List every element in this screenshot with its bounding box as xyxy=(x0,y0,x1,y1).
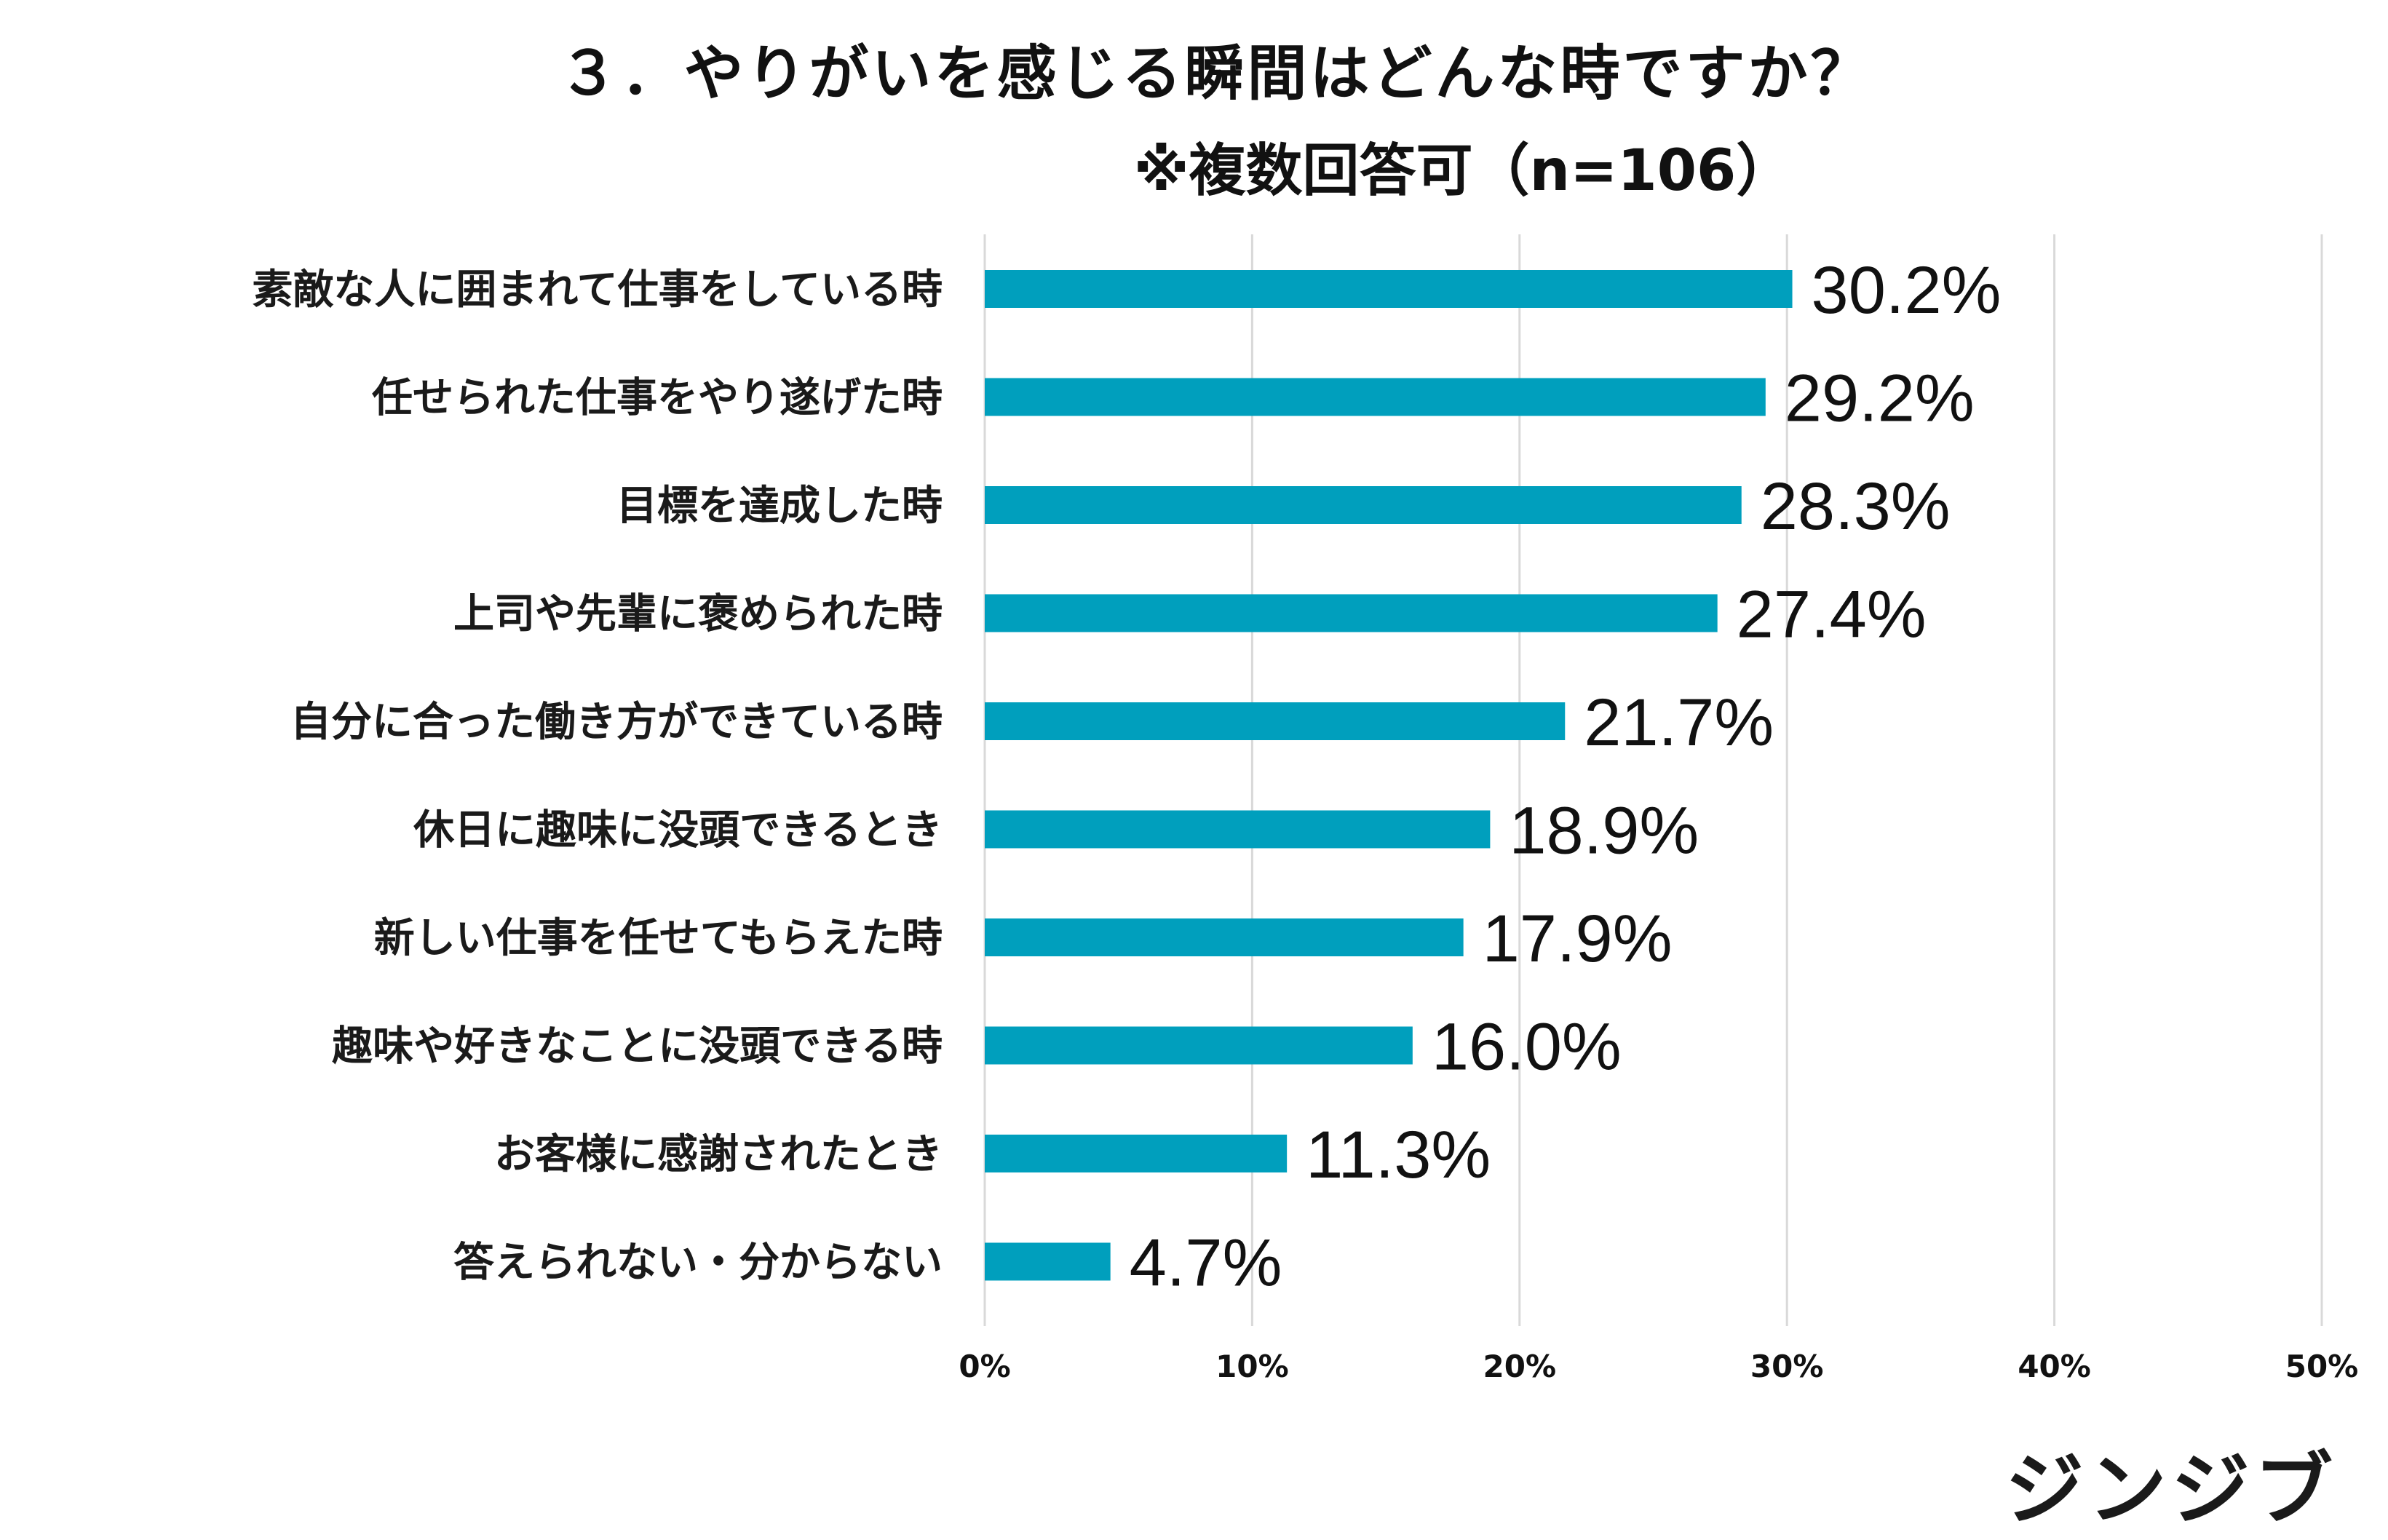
category-label: 趣味や好きなことに没頭できる時 xyxy=(332,1023,943,1071)
bar xyxy=(985,594,1718,632)
chart-subtitle: ※複数回答可（n=106） xyxy=(1133,138,1793,204)
gridlines xyxy=(983,234,2323,1326)
data-label: 29.2% xyxy=(1785,362,1975,436)
x-tick-label: 10% xyxy=(1215,1349,1289,1384)
category-label: お客様に感謝されたとき xyxy=(494,1131,943,1178)
category-label: 目標を達成した時 xyxy=(616,483,943,530)
data-label: 11.3% xyxy=(1306,1118,1491,1192)
x-tick-label: 0% xyxy=(959,1349,1010,1384)
bar xyxy=(985,810,1491,849)
brand-logo: ジンジブ xyxy=(2004,1445,2337,1536)
data-label: 27.4% xyxy=(1737,578,1927,652)
x-tick-label: 20% xyxy=(1483,1349,1557,1384)
data-label: 16.0% xyxy=(1432,1010,1622,1084)
category-label: 休日に趣味に没頭できるとき xyxy=(413,807,943,854)
category-labels: 素敵な人に囲まれて仕事をしている時任せられた仕事をやり遂げた時目標を達成した時上… xyxy=(252,266,943,1287)
value-labels: 30.2% 29.2% 28.3% 27.4% 21.7% 18.9% 17.9% 16.0%… xyxy=(1130,253,2002,1301)
bar xyxy=(985,1242,1111,1281)
x-axis-tick-labels: 0% 10% 20% 30% 40% 50% xyxy=(959,1349,2358,1384)
bar xyxy=(985,270,1793,308)
data-label: 28.3% xyxy=(1761,469,1951,544)
category-label: 自分に合った働き方ができている時 xyxy=(290,699,943,746)
data-label: 21.7% xyxy=(1584,686,1774,760)
chart-title: ３．やりがいを感じる瞬間はどんな時ですか？ xyxy=(558,39,1873,108)
category-label: 素敵な人に囲まれて仕事をしている時 xyxy=(252,266,943,314)
bar xyxy=(985,918,1464,956)
data-label: 18.9% xyxy=(1509,794,1699,868)
bar xyxy=(985,1135,1288,1172)
data-label: 17.9% xyxy=(1483,902,1673,976)
category-label: 任せられた仕事をやり遂げた時 xyxy=(372,375,943,422)
bar xyxy=(985,486,1742,524)
x-tick-label: 50% xyxy=(2285,1349,2359,1384)
category-label: 上司や先輩に褒められた時 xyxy=(453,591,943,638)
category-label: 答えられない・分からない xyxy=(453,1239,943,1287)
bar xyxy=(985,1026,1413,1065)
x-tick-label: 40% xyxy=(2018,1349,2091,1384)
x-tick-label: 30% xyxy=(1750,1349,1824,1384)
bar xyxy=(985,702,1566,740)
category-label: 新しい仕事を任せてもらえた時 xyxy=(374,915,943,962)
data-label: 4.7% xyxy=(1130,1226,1282,1301)
bar xyxy=(985,378,1766,416)
bars xyxy=(985,270,1793,1281)
data-label: 30.2% xyxy=(1812,253,2002,328)
